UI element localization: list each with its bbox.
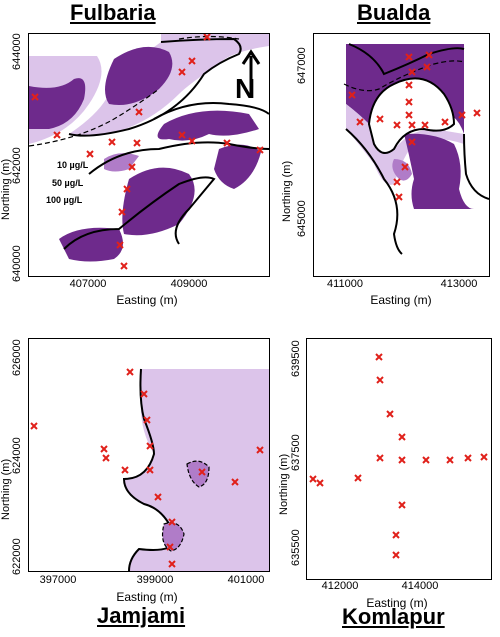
fulbaria-xtick: 409000 [170, 278, 208, 290]
fulbaria-plume-dark [122, 167, 195, 236]
bualda-boundary [348, 43, 465, 76]
bualda-ylabel: Northing (m) [281, 160, 293, 222]
fulbaria-well-markers [31, 34, 264, 270]
fulbaria-title: Fulbaria [70, 0, 156, 25]
bualda-plume-dark [404, 133, 474, 209]
jamjami-ytick: 622000 [11, 538, 23, 575]
komlapur-title: Komlapur [342, 604, 445, 629]
jamjami-xtick: 399000 [136, 574, 174, 586]
bualda-xtick: 413000 [440, 278, 478, 290]
komlapur-xtick: 412000 [321, 580, 359, 592]
bualda-contour-dashed [343, 60, 465, 92]
fulbaria-ytick: 642000 [11, 147, 23, 184]
jamjami-ytick: 624000 [11, 437, 23, 474]
fulbaria-plume-dark [105, 46, 173, 105]
jamjami-xlabel: Easting (m) [116, 590, 178, 604]
bualda-boundary [367, 77, 456, 154]
legend-10: 10 µg/L [57, 160, 89, 170]
komlapur-ytick: 639500 [290, 340, 302, 377]
fulbaria-boundary [153, 102, 269, 120]
bualda-ytick: 647000 [296, 47, 308, 84]
komlapur-well-markers [309, 353, 488, 559]
fulbaria-contour-dashed [29, 88, 160, 147]
jamjami-ylabel: Northing (m) [0, 458, 12, 520]
jamjami-map [28, 338, 270, 572]
fulbaria-plume-light [69, 34, 269, 137]
fulbaria-xtick: 407000 [69, 278, 107, 290]
fulbaria-ylabel: Northing (m) [0, 158, 12, 220]
bualda-well-markers [348, 51, 481, 201]
komlapur-xtick: 414000 [401, 580, 439, 592]
jamjami-title: Jamjami [97, 603, 186, 628]
komlapur-map [306, 338, 492, 580]
komlapur-xlabel: Easting (m) [366, 596, 428, 610]
jamjami-plume-mid [186, 460, 210, 488]
fulbaria-ytick: 644000 [11, 33, 23, 70]
north-label: N [235, 73, 256, 104]
bualda-plume-dark [346, 44, 464, 134]
fulbaria-plume-dark [29, 78, 86, 129]
komlapur-ytick: 635500 [290, 529, 302, 566]
fulbaria-plume-dark [157, 110, 259, 141]
bualda-xlabel: Easting (m) [370, 293, 432, 307]
legend-50: 50 µg/L [52, 178, 84, 188]
fulbaria-ytick: 640000 [11, 245, 23, 282]
fulbaria-map [28, 33, 270, 277]
fulbaria-plume-map [29, 34, 269, 270]
legend-100: 100 µg/L [46, 195, 83, 205]
komlapur-plume-map [309, 353, 488, 559]
fulbaria-boundary [88, 141, 269, 175]
komlapur-ytick: 637500 [290, 434, 302, 471]
bualda-boundary [463, 133, 489, 200]
komlapur-ylabel: Northing (m) [278, 453, 290, 515]
fulbaria-plume-dark [214, 144, 261, 189]
bualda-plume-map [343, 43, 489, 255]
jamjami-xtick: 401000 [227, 574, 265, 586]
bualda-ytick: 645000 [296, 200, 308, 237]
fulbaria-xlabel: Easting (m) [116, 293, 178, 307]
jamjami-well-markers [30, 368, 264, 568]
fulbaria-boundary [63, 176, 216, 250]
fulbaria-boundary [68, 37, 242, 137]
bualda-map [313, 33, 490, 277]
bualda-boundary [345, 128, 403, 255]
bualda-title: Bualda [357, 0, 431, 25]
bualda-xtick: 411000 [327, 278, 363, 290]
jamjami-boundary [122, 368, 176, 571]
north-arrow-icon [241, 49, 261, 96]
jamjami-ytick: 626000 [11, 339, 23, 376]
jamjami-plume-map [30, 368, 269, 571]
jamjami-xtick: 397000 [39, 574, 77, 586]
fulbaria-plume-dark [59, 227, 123, 262]
fulbaria-plume-mid [104, 153, 139, 172]
